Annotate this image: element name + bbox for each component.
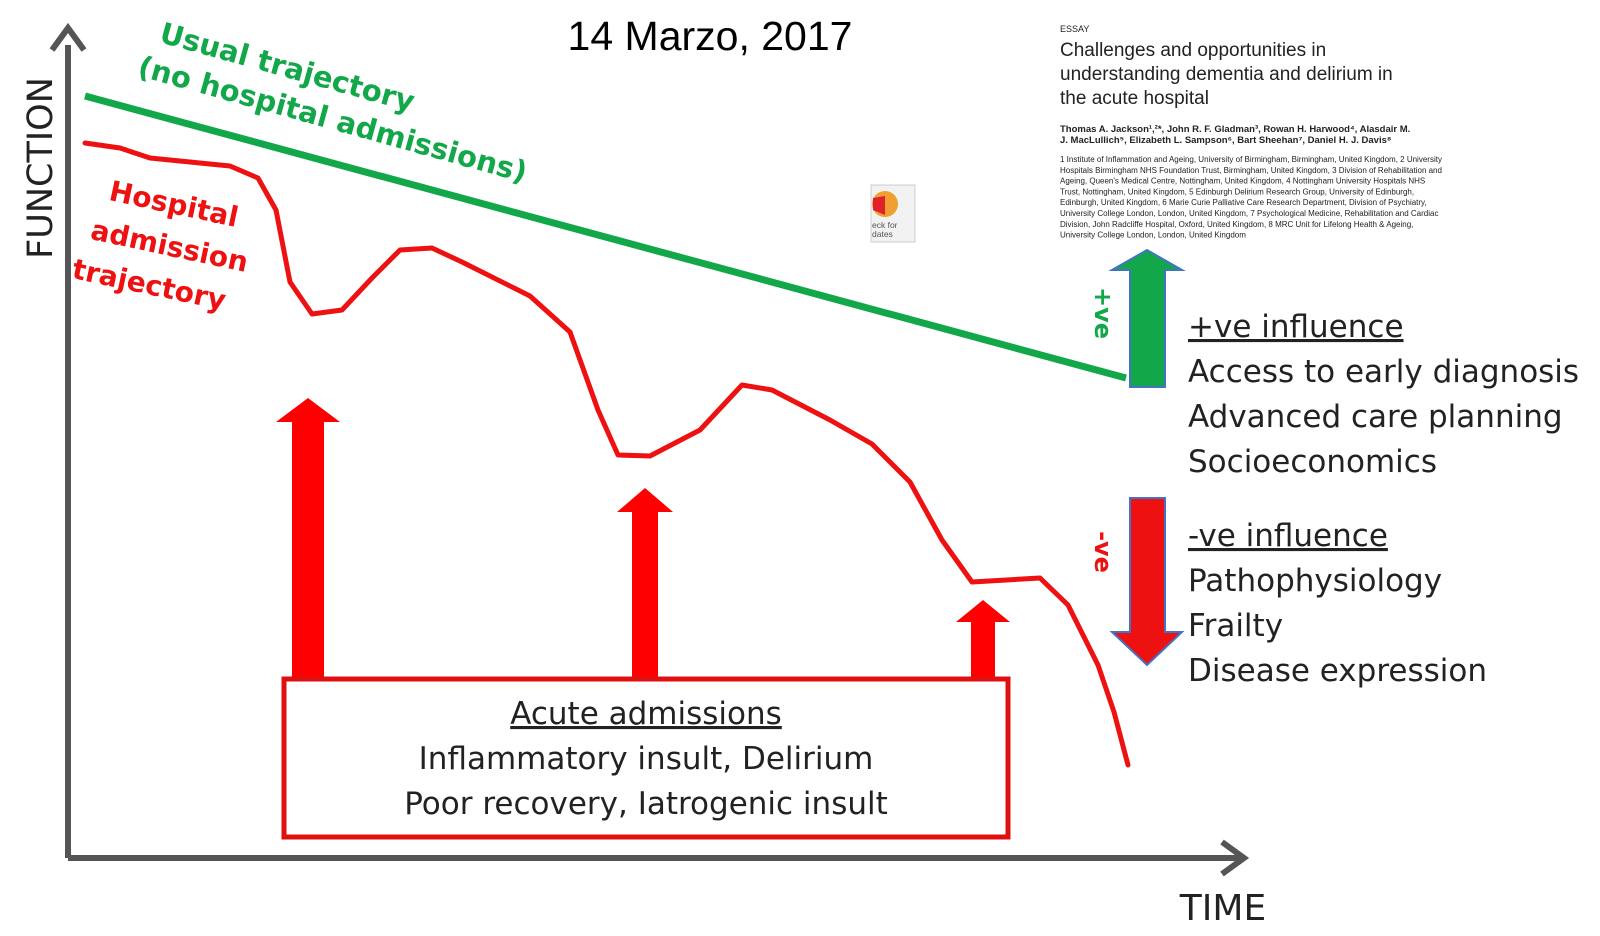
positive-heading: +ve influence: [1188, 309, 1404, 345]
badge-icon-part: [873, 196, 885, 215]
negative-item: Frailty: [1188, 608, 1283, 644]
axes: [49, 22, 1250, 877]
negative-item: Pathophysiology: [1188, 563, 1442, 599]
acute-box: [281, 676, 1011, 840]
positive-list: +ve influence Access to early diagnosis …: [1188, 309, 1579, 480]
negative-arrow: [1109, 497, 1185, 667]
y-axis-label: FUNCTION: [21, 77, 61, 259]
paper-authors-line: Thomas A. Jackson¹,²*, John R. F. Gladma…: [1060, 124, 1410, 135]
admission-arrow: [617, 488, 673, 678]
paper-affiliation-line: Trust, Nottingham, United Kingdom, 5 Edi…: [1060, 187, 1414, 196]
admission-arrows: [276, 398, 1010, 678]
badge-text: dates: [872, 229, 893, 239]
acute-line: Inflammatory insult, Delirium: [419, 741, 874, 777]
acute-heading: Acute admissions: [510, 696, 782, 732]
paper-title-line: understanding dementia and delirium in: [1060, 64, 1393, 85]
badge-text: eck for: [872, 220, 898, 230]
negative-heading: -ve influence: [1188, 518, 1388, 554]
paper-affiliation-line: Edinburgh, United Kingdom, 6 Marie Curie…: [1060, 198, 1427, 207]
x-axis-label: TIME: [1179, 888, 1266, 929]
admission-arrow: [276, 398, 340, 678]
paper-affiliation-line: Hospitals Birmingham NHS Foundation Trus…: [1060, 166, 1442, 175]
x-arrowhead: [1220, 839, 1250, 877]
positive-arrow-label: +ve: [1089, 287, 1117, 339]
admission-arrow: [956, 600, 1010, 678]
update-badge: eck for dates: [870, 184, 916, 243]
paper-affiliation-line: University College London, London, Unite…: [1060, 231, 1246, 240]
paper-title-line: Challenges and opportunities in: [1060, 40, 1326, 61]
acute-line: Poor recovery, Iatrogenic insult: [404, 786, 888, 822]
positive-item: Socioeconomics: [1188, 444, 1437, 480]
positive-arrow: [1108, 248, 1186, 388]
paper-kind: ESSAY: [1060, 24, 1089, 34]
paper-title-line: the acute hospital: [1060, 88, 1209, 109]
paper-affiliation-line: 1 Institute of Inflammation and Ageing, …: [1060, 155, 1442, 164]
date: 14 Marzo, 2017: [568, 13, 853, 59]
hospital-trajectory-label: Hospital admission trajectory: [69, 174, 251, 317]
negative-item: Disease expression: [1188, 653, 1487, 689]
paper-affiliation-line: Division, John Radcliffe Hospital, Oxfor…: [1060, 220, 1413, 229]
negative-arrow-label: -ve: [1089, 531, 1117, 573]
usual-trajectory-line: [84, 92, 1127, 382]
paper-affiliation-line: Ageing, Queen's Medical Centre, Nottingh…: [1060, 177, 1425, 186]
y-arrowhead: [49, 22, 87, 52]
hospital-trajectory-line: [82, 140, 1131, 768]
positive-item: Advanced care planning: [1188, 399, 1563, 435]
positive-item: Access to early diagnosis: [1188, 354, 1579, 390]
paper-affiliations: 1 Institute of Inflammation and Ageing, …: [1060, 155, 1442, 240]
negative-list: -ve influence Pathophysiology Frailty Di…: [1188, 518, 1487, 689]
paper-affiliation-line: University College London, London, Unite…: [1060, 209, 1438, 218]
paper-header: ESSAY Challenges and opportunities in un…: [1060, 24, 1442, 240]
paper-authors-line: J. MacLullich⁵, Elizabeth L. Sampson⁶, B…: [1060, 135, 1391, 146]
